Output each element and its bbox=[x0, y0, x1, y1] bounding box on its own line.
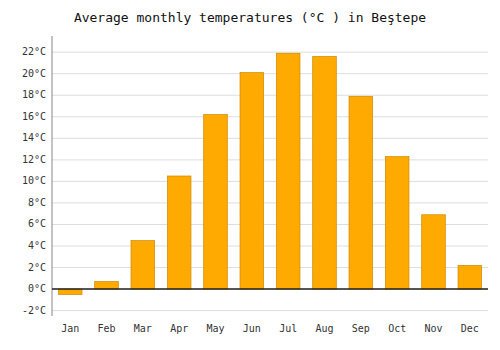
x-tick-label: May bbox=[206, 323, 224, 334]
bar bbox=[167, 176, 191, 289]
x-tick-label: Jan bbox=[61, 323, 79, 334]
chart-svg: -2°C 0°C 2°C 4°C 6°C 8°C 10°C 12°C 14°C 16°C 18°C 2… bbox=[0, 0, 500, 350]
bars bbox=[58, 53, 481, 294]
grid-line bbox=[52, 310, 488, 311]
x-tick-label: Aug bbox=[315, 323, 333, 334]
chart-container: -2°C 0°C 2°C 4°C 6°C 8°C 10°C 12°C 14°C 16°C 18°C 2… bbox=[0, 0, 500, 350]
grid-line bbox=[52, 52, 488, 53]
bar bbox=[385, 157, 409, 289]
y-tick-label: 14°C bbox=[22, 132, 46, 143]
grid-line bbox=[52, 138, 488, 139]
x-tick-label: Oct bbox=[388, 323, 406, 334]
bar bbox=[240, 73, 264, 289]
grid-line bbox=[52, 159, 488, 160]
grid-line bbox=[52, 289, 488, 290]
x-tick-label: Sep bbox=[352, 323, 370, 334]
x-tick-label: Dec bbox=[461, 323, 479, 334]
y-tick-label: 10°C bbox=[22, 175, 46, 186]
grid-line bbox=[52, 95, 488, 96]
chart-title: Average monthly temperatures (°C ) in Be… bbox=[74, 10, 426, 25]
bar bbox=[422, 215, 446, 289]
y-tick-label: 0°C bbox=[28, 283, 46, 294]
bar bbox=[458, 265, 482, 289]
x-tick-label: Feb bbox=[97, 323, 115, 334]
bar bbox=[131, 241, 155, 289]
y-tick-label: 20°C bbox=[22, 68, 46, 79]
y-tick-label: -2°C bbox=[22, 305, 46, 316]
bar bbox=[58, 289, 82, 294]
grid-line bbox=[52, 202, 488, 203]
y-tick-label: 18°C bbox=[22, 89, 46, 100]
y-tick-label: 22°C bbox=[22, 46, 46, 57]
y-axis: -2°C 0°C 2°C 4°C 6°C 8°C 10°C 12°C 14°C 16°C 18°C 2… bbox=[22, 36, 52, 316]
bar bbox=[95, 282, 119, 290]
bar bbox=[204, 115, 228, 289]
y-tick-label: 12°C bbox=[22, 154, 46, 165]
y-tick-label: 16°C bbox=[22, 111, 46, 122]
y-tick-label: 4°C bbox=[28, 240, 46, 251]
x-tick-label: Jul bbox=[279, 323, 297, 334]
y-axis-line bbox=[52, 36, 53, 316]
baseline bbox=[52, 288, 488, 290]
x-axis: Jan Feb Mar Apr May Jun Jul Aug Sep Oct Nov Dec bbox=[61, 323, 479, 334]
grid bbox=[52, 52, 488, 310]
grid-line bbox=[52, 181, 488, 182]
bar bbox=[349, 96, 373, 289]
x-tick-label: Nov bbox=[424, 323, 442, 334]
y-tick-label: 2°C bbox=[28, 262, 46, 273]
y-tick-label: 6°C bbox=[28, 218, 46, 229]
x-tick-label: Mar bbox=[134, 323, 152, 334]
bar bbox=[313, 56, 337, 289]
x-tick-label: Apr bbox=[170, 323, 188, 334]
bar bbox=[276, 53, 300, 289]
grid-line bbox=[52, 116, 488, 117]
y-tick-label: 8°C bbox=[28, 197, 46, 208]
x-tick-label: Jun bbox=[243, 323, 261, 334]
grid-line bbox=[52, 73, 488, 74]
